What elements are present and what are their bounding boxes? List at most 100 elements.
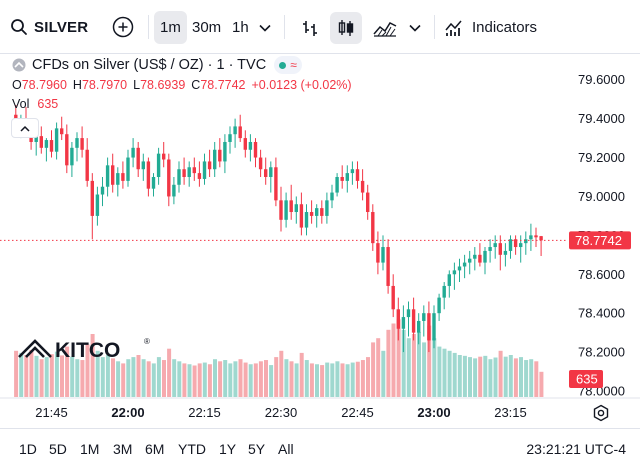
volume-bar xyxy=(320,365,325,397)
compare-symbol-button[interactable] xyxy=(111,15,135,39)
volume-bar xyxy=(473,358,478,397)
candle-body xyxy=(146,161,151,189)
range-6m-button[interactable]: 6M xyxy=(145,441,165,457)
volume-bar xyxy=(162,360,166,397)
legend-symbol-title[interactable]: CFDs on Silver (US$ / OZ) · 1 · TVC xyxy=(32,57,267,73)
candle-body xyxy=(90,180,94,216)
volume-bar xyxy=(243,362,248,397)
chart-type-dropdown-button[interactable] xyxy=(404,12,426,44)
volume-bar xyxy=(411,334,416,397)
candle-body xyxy=(248,141,253,150)
range-all-button[interactable]: All xyxy=(278,441,294,457)
candle-body xyxy=(335,177,339,193)
range-1d-button[interactable]: 1D xyxy=(19,441,37,457)
price-chart[interactable]: KITCO ® 79.600079.400079.200079.000078.8… xyxy=(0,54,640,428)
volume-bar xyxy=(121,363,126,397)
area-chart-type-button[interactable] xyxy=(367,12,403,44)
candle-body xyxy=(243,138,247,150)
toolbar-divider xyxy=(434,15,435,39)
interval-30m-button[interactable]: 30m xyxy=(192,19,222,36)
volume-bar xyxy=(151,363,156,397)
volume-bar xyxy=(417,331,421,397)
volume-bar xyxy=(44,357,49,397)
open-label: O xyxy=(12,78,22,92)
volume-bar xyxy=(24,355,29,397)
candle-body xyxy=(457,266,462,271)
volume-bar xyxy=(488,359,493,397)
volume-bar xyxy=(248,364,253,397)
volume-bar xyxy=(65,346,70,397)
market-status-badge[interactable]: ≈ xyxy=(274,56,302,74)
volume-bar xyxy=(422,342,427,397)
candles-chart-type-button[interactable] xyxy=(330,12,362,44)
candle-body xyxy=(539,236,543,241)
volume-bar xyxy=(269,365,274,397)
price-axis-label: 79.0000 xyxy=(578,189,625,204)
candle-body xyxy=(116,173,120,185)
close-label: C xyxy=(191,78,201,92)
range-1y-button[interactable]: 1Y xyxy=(219,441,237,457)
volume-bar xyxy=(350,362,355,397)
interval-dropdown-button[interactable] xyxy=(254,12,276,44)
volume-bar xyxy=(60,355,64,397)
volume-bar xyxy=(462,355,467,397)
candle-body xyxy=(447,274,451,286)
volume-bar xyxy=(452,352,457,397)
bar-chart-type-button[interactable] xyxy=(294,12,326,44)
volume-bar xyxy=(524,360,529,397)
candle-body xyxy=(376,243,380,263)
legend-collapse-button[interactable] xyxy=(11,118,39,138)
candle-body xyxy=(330,192,334,201)
chevron-down-icon xyxy=(259,24,271,32)
price-axis-label: 79.6000 xyxy=(578,72,625,87)
candle-body xyxy=(223,141,227,162)
volume-bar xyxy=(366,357,370,397)
candle-body xyxy=(111,165,115,185)
time-axis-label: 21:45 xyxy=(35,405,68,420)
last-price-badge xyxy=(569,231,631,250)
volume-bar xyxy=(401,329,406,397)
volume-bar xyxy=(49,354,54,397)
interval-1h-button[interactable]: 1h xyxy=(232,19,249,36)
volume-bar xyxy=(437,346,442,397)
utc-clock[interactable]: 23:21:21 UTC-4 xyxy=(526,441,626,457)
candle-body xyxy=(182,169,186,177)
last-volume-badge xyxy=(569,370,603,388)
symbol-search[interactable]: SILVER xyxy=(10,10,88,44)
volume-bar xyxy=(279,350,284,397)
volume-bar xyxy=(309,363,314,397)
range-5y-button[interactable]: 5Y xyxy=(248,441,266,457)
chart-settings-button[interactable] xyxy=(592,404,610,422)
range-5d-button[interactable]: 5D xyxy=(49,441,67,457)
candle-body xyxy=(309,212,314,216)
volume-bar xyxy=(498,350,503,397)
volume-bar xyxy=(111,358,115,397)
candle-body xyxy=(284,200,288,220)
candle-body xyxy=(172,184,176,197)
candle-body xyxy=(524,239,528,244)
candle-body xyxy=(529,235,533,240)
volume-bar xyxy=(508,355,513,397)
range-3m-button[interactable]: 3M xyxy=(113,441,133,457)
volume-bar xyxy=(85,344,90,397)
candle-body xyxy=(432,313,436,341)
top-toolbar: SILVER 1m 30m 1h xyxy=(0,0,640,54)
candle-body xyxy=(85,149,89,181)
candle-body xyxy=(381,247,385,263)
candle-body xyxy=(503,250,508,255)
range-ytd-button[interactable]: YTD xyxy=(178,441,206,457)
volume-bar xyxy=(289,361,294,397)
candle-body xyxy=(80,138,84,150)
candle-body xyxy=(427,313,431,341)
candle-body xyxy=(483,250,487,263)
candle-body xyxy=(167,159,171,197)
candle-body xyxy=(508,239,513,251)
volume-legend: Vol 635 xyxy=(12,95,352,113)
range-1m-button[interactable]: 1M xyxy=(80,441,100,457)
chart-legend: CFDs on Silver (US$ / OZ) · 1 · TVC ≈ O 7… xyxy=(12,55,352,113)
indicators-button[interactable]: Indicators xyxy=(444,11,537,44)
candle-body xyxy=(366,192,370,213)
candle-body xyxy=(299,204,304,228)
low-value: 78.6939 xyxy=(140,78,186,92)
interval-1m-button[interactable]: 1m xyxy=(154,11,187,44)
